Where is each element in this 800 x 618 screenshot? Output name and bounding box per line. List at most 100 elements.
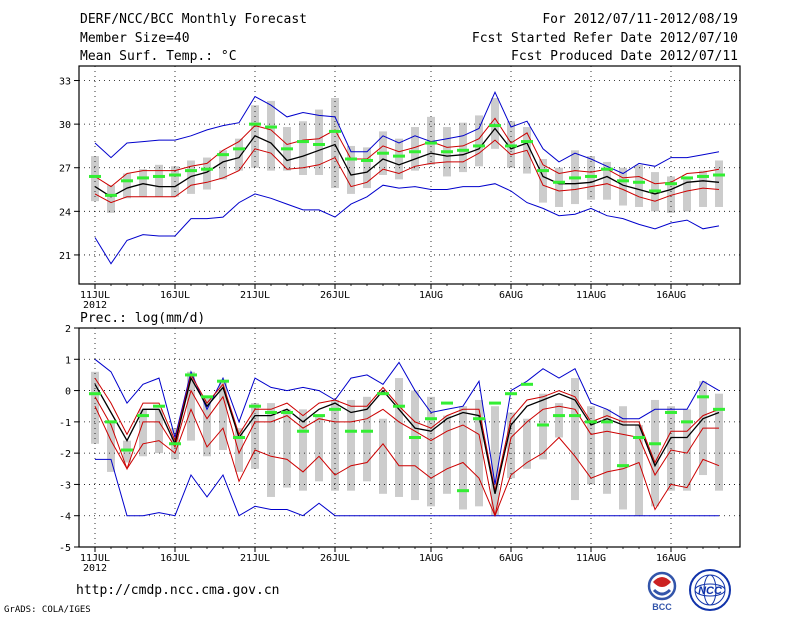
- prec-box: [715, 393, 723, 491]
- chart-title: DERF/NCC/BCC Monthly Forecast: [80, 12, 307, 27]
- prec-x-tick-label: 26JUL: [320, 553, 350, 564]
- ncc-logo-text: NCC: [698, 585, 723, 597]
- prec-box: [251, 403, 259, 469]
- temp-box: [603, 161, 611, 200]
- temp-box: [699, 170, 707, 207]
- prec-mean-marker: [105, 420, 117, 424]
- temp-box: [395, 138, 403, 180]
- temp-box: [427, 116, 435, 165]
- temp-frame: [78, 65, 741, 285]
- temp-mean-marker: [217, 153, 229, 157]
- prec-x-tick-label: 11JUL: [80, 553, 110, 564]
- prec-box: [427, 396, 435, 507]
- prec-mean-marker: [681, 420, 693, 424]
- prec-mean-marker: [537, 423, 549, 427]
- prec-box: [331, 399, 339, 491]
- prec-box: [139, 409, 147, 457]
- temp-box: [123, 173, 131, 199]
- prec-mean-marker: [425, 417, 437, 421]
- prec-mean-marker: [649, 442, 661, 446]
- prec-box: [91, 371, 99, 444]
- prec-mean-marker: [473, 417, 485, 421]
- source-url[interactable]: http://cmdp.ncc.cma.gov.cn: [76, 583, 280, 598]
- temp-box: [155, 164, 163, 197]
- prec-mean-marker: [89, 392, 101, 396]
- prec-mean-marker: [329, 407, 341, 411]
- temp-x-tick-label: 11JUL: [80, 290, 110, 301]
- prec-mean-marker: [233, 436, 245, 439]
- temp-box: [139, 169, 147, 197]
- temp-box: [491, 97, 499, 149]
- temp-mean-marker: [441, 150, 453, 154]
- temp-x-year-label: 2012: [83, 300, 107, 311]
- prec-y-tick-label: -4: [59, 512, 71, 523]
- temp-mean-marker: [265, 125, 277, 129]
- prec-y-tick-label: 1: [65, 355, 71, 366]
- prec-mean-marker: [377, 392, 389, 396]
- prec-x-tick-label: 6AUG: [499, 553, 523, 564]
- temp-box: [203, 157, 211, 190]
- prec-frame: [78, 327, 741, 548]
- temp-y-tick-label: 24: [59, 207, 71, 218]
- temp-mean-marker: [377, 151, 389, 155]
- prec-box: [571, 378, 579, 501]
- temp-mean-marker: [425, 141, 437, 145]
- prec-mean-marker: [201, 395, 213, 399]
- prec-y-tick-label: 2: [65, 324, 71, 335]
- temp-box: [475, 115, 483, 167]
- prec-box: [651, 399, 659, 507]
- member-size-label: Member Size=40: [80, 31, 190, 46]
- prec-mean-marker: [313, 414, 325, 418]
- prec-mean-marker: [265, 410, 277, 414]
- prec-mean-marker: [217, 379, 229, 383]
- prec-x-tick-label: 16AUG: [656, 553, 686, 564]
- temp-mean-marker: [617, 179, 629, 183]
- precip-variable-label: Prec.: log(mm/d): [80, 311, 205, 326]
- prec-mean-marker: [553, 414, 565, 418]
- prec-mean-marker: [185, 373, 197, 377]
- prec-box: [443, 415, 451, 494]
- prec-series-q25: [94, 389, 719, 516]
- prec-mean-marker: [633, 436, 645, 439]
- prec-y-tick-label: -2: [59, 449, 71, 460]
- prec-mean-marker: [505, 392, 517, 396]
- temperature-variable-label: Mean Surf. Temp.: °C: [80, 49, 237, 64]
- prec-mean-marker: [521, 382, 533, 386]
- prec-box: [379, 418, 387, 494]
- temp-mean-marker: [633, 180, 645, 184]
- prec-box: [507, 412, 515, 479]
- ncc-logo: NCC: [689, 569, 731, 611]
- temp-mean-marker: [121, 179, 133, 183]
- prec-box: [315, 415, 323, 482]
- temp-mean-marker: [105, 193, 117, 197]
- prec-box: [187, 371, 195, 441]
- temp-box: [667, 176, 675, 213]
- prec-box: [539, 393, 547, 460]
- prec-box: [603, 409, 611, 494]
- prec-mean-marker: [617, 464, 629, 468]
- prec-mean-marker: [297, 429, 309, 433]
- temp-mean-marker: [521, 140, 533, 144]
- prec-box: [395, 378, 403, 497]
- prec-series-max: [94, 358, 720, 485]
- prec-x-tick-label: 11AUG: [576, 553, 606, 564]
- prec-box: [411, 390, 419, 501]
- prec-mean-marker: [409, 436, 421, 439]
- temp-box: [619, 167, 627, 206]
- temp-box: [555, 167, 563, 207]
- temp-mean-marker: [137, 176, 149, 180]
- temp-mean-marker: [585, 174, 597, 178]
- prec-box: [219, 381, 227, 451]
- prec-mean-marker: [281, 410, 293, 414]
- temp-box: [91, 156, 99, 202]
- temp-mean-marker: [601, 167, 613, 171]
- prec-box: [619, 406, 627, 510]
- prec-mean-marker: [713, 407, 725, 411]
- prec-box: [107, 421, 115, 472]
- prec-box: [347, 399, 355, 491]
- temp-box: [539, 159, 547, 203]
- prec-box: [299, 409, 307, 491]
- temp-box: [235, 138, 243, 171]
- temp-x-tick-label: 11AUG: [576, 290, 606, 301]
